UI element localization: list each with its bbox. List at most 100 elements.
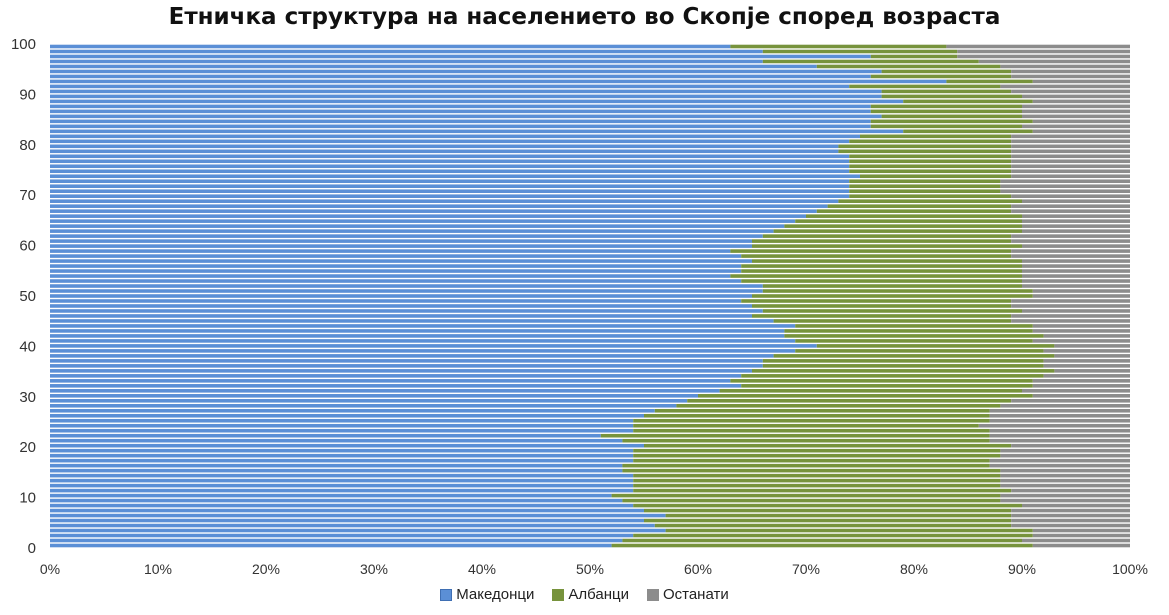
y-tick-label: 0 [28, 540, 36, 557]
bar-segment [50, 349, 796, 353]
bar-segment [1022, 279, 1130, 283]
bar-segment [633, 478, 1001, 483]
bar-segment [50, 234, 763, 238]
bar-segment [654, 408, 990, 413]
bar-segment [849, 179, 1001, 184]
bar-segment [1032, 294, 1130, 298]
bar-segment [1022, 104, 1130, 109]
bar-segment [50, 239, 752, 243]
bar-segment [870, 109, 1022, 114]
bar-segment [1032, 129, 1130, 134]
bar-segment [50, 399, 688, 403]
bar-segment [50, 478, 634, 483]
legend-label: Македонци [456, 586, 535, 603]
bar-segment [687, 399, 1012, 403]
bar-segment [849, 159, 1012, 164]
bar-segment [1000, 184, 1130, 189]
bar-segment [600, 433, 990, 438]
bar-segment [816, 344, 1055, 348]
bar-segment [849, 154, 1012, 159]
bar-segment [762, 289, 1033, 293]
bar-segment [773, 319, 1012, 323]
bar-segment [1000, 468, 1130, 473]
bar-segment [50, 384, 742, 388]
bar-segment [50, 174, 860, 179]
bar-segment [1022, 224, 1130, 228]
bar-segment [50, 139, 850, 144]
bar-segment [881, 94, 1022, 99]
x-tick-label: 80% [900, 561, 928, 577]
bar-segment [784, 224, 1022, 228]
bar-segment [1011, 164, 1130, 169]
bar-segment [838, 149, 1012, 154]
bar-segment [849, 194, 1012, 198]
bar-segment [1000, 403, 1130, 408]
bar-segment [752, 244, 1022, 248]
bar-segment [50, 179, 850, 184]
bar-segment [50, 224, 785, 228]
bar-segment [752, 294, 1033, 298]
bar-segment [1022, 269, 1130, 273]
bar-segment [989, 408, 1130, 413]
bar-segment [50, 154, 850, 159]
bar-segment [1032, 329, 1130, 333]
bar-segment [1054, 354, 1130, 358]
bar-segment [1011, 139, 1130, 144]
bar-segment [622, 538, 1022, 543]
bar-segment [752, 314, 1012, 318]
bar-segment [730, 249, 1012, 253]
bar-segment [50, 324, 796, 328]
bar-segment [1011, 204, 1130, 208]
bar-segment [50, 528, 666, 533]
chart-plot: 0 10 20 30 40 50 60 70 80 90 100 0% 10% 20% 30% 40% 50%… [11, 36, 1148, 577]
bar-segment [622, 498, 1001, 503]
bar-segment [676, 403, 1001, 408]
bar-segment [1022, 389, 1130, 393]
bar-segment [50, 533, 634, 538]
bar-segment [719, 389, 1022, 393]
y-tick-label: 90 [19, 86, 36, 103]
y-tick-label: 100 [11, 36, 36, 53]
bar-segment [633, 503, 1022, 508]
bar-segment [1011, 304, 1130, 308]
bar-segment [50, 319, 774, 323]
bar-segment [881, 89, 1012, 94]
bar-segment [849, 184, 1001, 189]
bar-segment [795, 219, 1022, 223]
bar-segment [50, 483, 634, 488]
bar-segment [1011, 508, 1130, 513]
legend-swatch [440, 588, 453, 601]
bar-segment [1032, 533, 1130, 538]
bar-segment [1011, 488, 1130, 493]
bar-segment [633, 448, 1001, 453]
bar-segment [795, 349, 1044, 353]
bar-segment [50, 279, 742, 283]
bar-segment [50, 289, 763, 293]
bar-segment [752, 304, 1012, 308]
bar-segment [1011, 194, 1130, 198]
bar-segment [50, 269, 742, 273]
bar-segment [860, 174, 1012, 179]
bar-segment [1011, 319, 1130, 323]
bar-segment [665, 513, 1012, 518]
bar-segment [946, 44, 1130, 49]
bar-segment [989, 433, 1130, 438]
bar-segment [50, 114, 882, 119]
bar-segment [50, 299, 742, 303]
legend-swatch [552, 588, 565, 601]
bar-segment [50, 354, 774, 358]
bar-segment [1000, 179, 1130, 184]
bar-segment [1011, 314, 1130, 318]
bar-segment [752, 259, 1022, 263]
bar-segment [741, 374, 1044, 378]
bar-segment [1032, 289, 1130, 293]
bar-segment [50, 209, 817, 213]
bar-segment [50, 433, 601, 438]
bar-segment [1011, 154, 1130, 159]
bar-segment [1011, 249, 1130, 253]
bar-segment [50, 538, 623, 543]
bar-segment [50, 418, 634, 423]
legend: Македонци Албанци Останати [0, 586, 1169, 603]
y-tick-label: 20 [19, 439, 36, 456]
bar-segment [762, 234, 1012, 238]
